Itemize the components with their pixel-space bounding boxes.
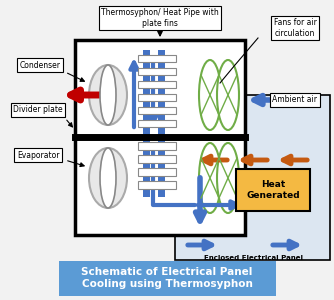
Ellipse shape [217, 60, 239, 130]
Text: Condenser: Condenser [19, 61, 60, 70]
Text: Evaporator: Evaporator [17, 151, 59, 160]
Bar [138, 94, 176, 101]
Ellipse shape [100, 65, 116, 125]
FancyBboxPatch shape [236, 169, 310, 211]
FancyBboxPatch shape [59, 261, 276, 296]
Bar [138, 68, 176, 75]
Bar [138, 155, 176, 163]
Ellipse shape [199, 60, 221, 130]
Bar [158, 50, 165, 137]
Text: Enclosed Electrical Panel: Enclosed Electrical Panel [203, 255, 303, 261]
Ellipse shape [199, 143, 221, 213]
Ellipse shape [217, 143, 239, 213]
Text: Schematic of Electrical Panel
Cooling using Thermosyphon: Schematic of Electrical Panel Cooling us… [81, 267, 253, 289]
Bar [138, 81, 176, 88]
Bar [175, 95, 330, 260]
Ellipse shape [89, 148, 127, 208]
Ellipse shape [89, 65, 127, 125]
Bar [138, 55, 176, 62]
Bar [138, 168, 176, 176]
Bar [138, 181, 176, 189]
Bar [75, 40, 245, 235]
Bar [143, 50, 150, 137]
Bar [158, 137, 165, 197]
Bar [143, 137, 150, 197]
Text: Ambient air: Ambient air [273, 95, 318, 104]
Bar [138, 107, 176, 114]
Text: Heat
Generated: Heat Generated [246, 180, 300, 200]
Ellipse shape [100, 148, 116, 208]
Text: Thermosyphon/ Heat Pipe with
plate fins: Thermosyphon/ Heat Pipe with plate fins [101, 8, 219, 28]
Text: Fans for air
circulation: Fans for air circulation [274, 18, 316, 38]
Bar [138, 120, 176, 127]
Text: Divider plate: Divider plate [13, 106, 63, 115]
Bar [138, 142, 176, 150]
